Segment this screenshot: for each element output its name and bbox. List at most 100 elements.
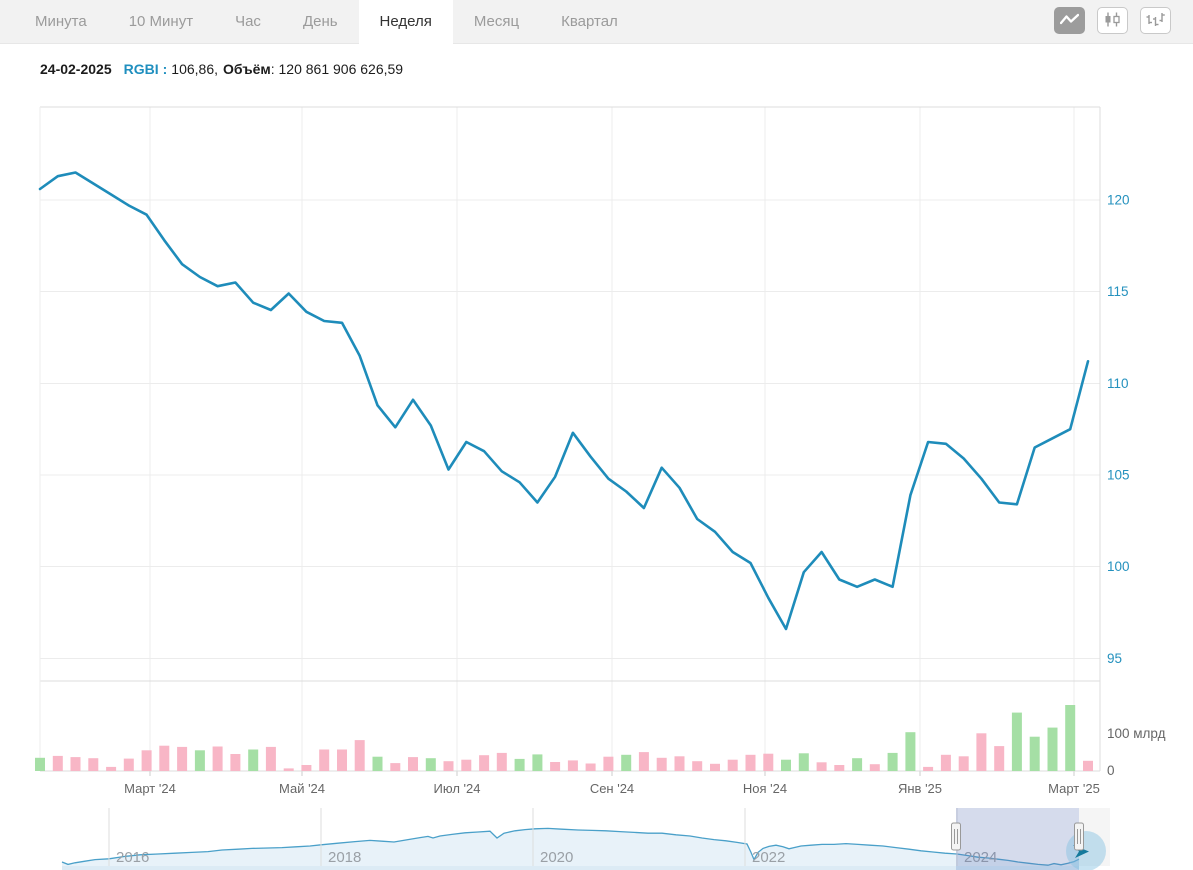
navigator-scrollbar-thumb[interactable] (956, 866, 1079, 870)
interval-tab-1[interactable]: Минута (35, 13, 87, 30)
volume-bar (194, 750, 205, 771)
legend-price-value: 106,86, (171, 61, 219, 77)
volume-bar (372, 756, 383, 771)
line-chart-icon (1059, 12, 1080, 30)
volume-bar (692, 761, 703, 771)
svg-text:Июл '24: Июл '24 (434, 781, 481, 796)
svg-text:0: 0 (1107, 763, 1115, 778)
volume-bar (319, 749, 330, 771)
volume-bar (159, 745, 170, 771)
svg-text:100: 100 (1107, 559, 1130, 574)
volume-bars (35, 705, 1093, 771)
volume-bar (887, 752, 898, 771)
volume-bar (976, 733, 987, 771)
volume-bar (710, 763, 720, 771)
legend-series-colon: : (162, 61, 168, 77)
volume-bar (354, 740, 365, 771)
ohlc-chart-button[interactable] (1140, 7, 1171, 34)
volume-bar (727, 759, 738, 771)
interval-tab-5[interactable]: Неделя (358, 0, 453, 49)
interval-tab-3[interactable]: Час (235, 13, 261, 30)
svg-text:Сен '24: Сен '24 (590, 781, 634, 796)
svg-text:Март '25: Март '25 (1048, 781, 1100, 796)
navigator-year-label: 2024 (964, 849, 997, 866)
volume-bar (798, 753, 809, 771)
svg-text:110: 110 (1107, 376, 1129, 391)
volume-bar (940, 754, 951, 771)
volume-bar (834, 765, 845, 771)
volume-bar (567, 760, 578, 771)
volume-bar (35, 757, 45, 771)
volume-bar (550, 762, 561, 771)
svg-text:105: 105 (1107, 467, 1130, 482)
volume-bar (621, 754, 632, 771)
y-axis-labels: 120 115 110 105 100 95 (1107, 193, 1130, 666)
interval-tab-7[interactable]: Квартал (561, 13, 618, 30)
interval-tab-2[interactable]: 10 Минут (128, 13, 194, 30)
volume-bar (1065, 705, 1076, 771)
svg-text:Март '24: Март '24 (124, 781, 176, 796)
volume-bar (496, 752, 507, 771)
interval-tab-6[interactable]: Месяц (473, 13, 520, 30)
volume-bar (1029, 736, 1040, 771)
volume-bar (514, 758, 525, 771)
navigator-area (62, 828, 1079, 866)
volume-bar (230, 754, 241, 771)
volume-bar (443, 761, 454, 771)
chart-type-buttons (1054, 7, 1171, 34)
volume-bar (763, 753, 774, 771)
volume-bar (248, 749, 259, 771)
volume-axis-labels: 100 млрд 0 (1107, 726, 1166, 778)
line-chart-button[interactable] (1054, 7, 1085, 34)
legend-series-name: RGBI (123, 61, 159, 77)
svg-text:Янв '25: Янв '25 (898, 781, 942, 796)
navigator-year-label: 2022 (752, 849, 785, 866)
interval-tab-4[interactable]: День (302, 13, 338, 30)
volume-bar (52, 755, 63, 771)
navigator-scrollbar-track[interactable] (62, 866, 1079, 870)
volume-bar (994, 746, 1005, 771)
volume-bar (461, 759, 472, 771)
volume-bar (283, 768, 294, 771)
volume-bar (265, 746, 276, 771)
volume-bar (212, 746, 223, 771)
gridlines (40, 107, 1100, 776)
volume-bar (106, 766, 117, 771)
legend-date: 24-02-2025 (40, 61, 112, 77)
volume-bar (745, 754, 756, 771)
volume-bar (852, 758, 863, 771)
legend-volume-value: 120 861 906 626,59 (278, 61, 404, 77)
navigator-left-handle[interactable] (951, 822, 961, 851)
volume-bar (638, 752, 649, 771)
navigator-year-label: 2016 (116, 849, 149, 866)
volume-bar (816, 762, 827, 771)
volume-bar (656, 757, 667, 771)
navigator-year-label: 2020 (540, 849, 573, 866)
svg-text:120: 120 (1107, 193, 1130, 208)
volume-bar (301, 765, 312, 771)
ohlc-chart-icon (1146, 12, 1165, 30)
price-chart: 120 115 110 105 100 95 Март '24 Май '24 Июл '24 С… (35, 106, 1166, 870)
volume-bar (177, 746, 188, 771)
volume-bar (1011, 712, 1022, 771)
candlestick-chart-button[interactable] (1097, 7, 1128, 34)
volume-bar (425, 758, 436, 771)
volume-bar (479, 755, 490, 771)
svg-text:Май '24: Май '24 (279, 781, 325, 796)
candlestick-chart-icon (1103, 12, 1122, 30)
volume-bar (869, 764, 880, 771)
navigator[interactable]: 2016 2018 2020 2022 2024 (61, 808, 1110, 870)
volume-bar (585, 763, 596, 771)
svg-text:Ноя '24: Ноя '24 (743, 781, 787, 796)
volume-bar (141, 750, 152, 771)
volume-bar (70, 757, 81, 771)
navigator-selection[interactable] (956, 808, 1079, 866)
volume-bar (123, 758, 134, 771)
volume-bar (905, 732, 916, 771)
navigator-year-label: 2018 (328, 849, 361, 866)
navigator-right-handle[interactable] (1074, 822, 1084, 851)
legend-volume-label: Объём (223, 61, 271, 77)
price-line-series (38, 171, 1090, 631)
svg-text:100 млрд: 100 млрд (1107, 726, 1166, 741)
volume-bar (88, 758, 99, 771)
